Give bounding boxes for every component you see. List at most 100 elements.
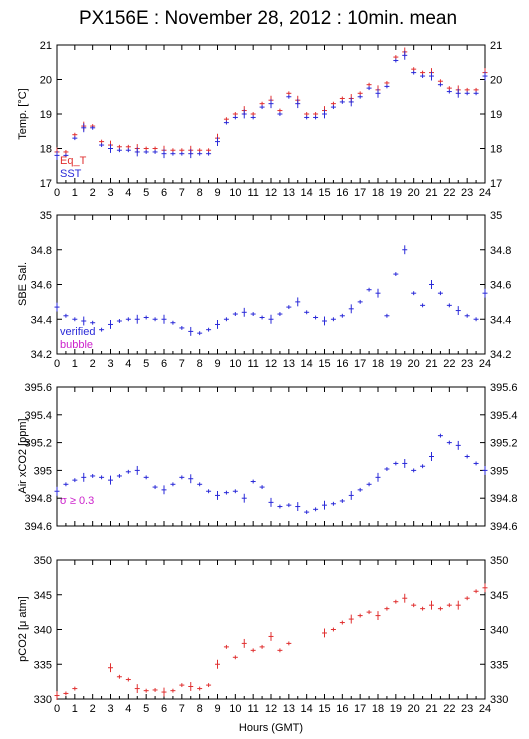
data-point bbox=[206, 151, 212, 156]
data-point bbox=[215, 137, 220, 147]
data-point bbox=[330, 101, 336, 106]
data-point bbox=[90, 320, 96, 325]
data-point bbox=[402, 245, 408, 255]
data-point bbox=[348, 614, 354, 624]
data-point bbox=[464, 596, 470, 601]
data-point bbox=[277, 312, 283, 316]
data-point bbox=[223, 117, 229, 122]
y-tick-label-left: 395.4 bbox=[24, 410, 52, 422]
x-tick-label: 18 bbox=[372, 358, 384, 370]
data-point bbox=[304, 310, 310, 315]
x-tick-label: 16 bbox=[336, 358, 348, 370]
data-point bbox=[197, 482, 203, 487]
data-point bbox=[437, 82, 443, 87]
data-point bbox=[348, 490, 354, 500]
x-tick-label: 22 bbox=[443, 703, 455, 715]
y-tick-label-right: 350 bbox=[490, 555, 508, 567]
data-point bbox=[464, 313, 470, 318]
data-point bbox=[322, 316, 327, 326]
data-point bbox=[179, 475, 185, 480]
x-tick-label: 1 bbox=[72, 358, 78, 370]
y-tick-label-right: 395.6 bbox=[490, 382, 518, 394]
data-point bbox=[161, 485, 167, 495]
x-tick-label: 6 bbox=[161, 703, 167, 715]
x-tick-label: 1 bbox=[72, 703, 78, 715]
data-point bbox=[473, 91, 479, 96]
data-point bbox=[72, 317, 78, 322]
data-point bbox=[446, 89, 452, 94]
x-tick-label: 12 bbox=[265, 187, 277, 199]
legend-verified: verified bbox=[60, 326, 95, 338]
data-point bbox=[437, 606, 443, 611]
data-point bbox=[268, 632, 274, 641]
data-point bbox=[81, 316, 87, 326]
data-point bbox=[143, 315, 149, 320]
data-point bbox=[143, 688, 149, 693]
x-tick-label: 7 bbox=[179, 187, 185, 199]
data-point bbox=[232, 655, 238, 660]
x-tick-label: 19 bbox=[390, 187, 402, 199]
data-point bbox=[259, 101, 265, 106]
data-point bbox=[81, 472, 87, 482]
data-point bbox=[170, 151, 176, 156]
data-point bbox=[206, 683, 212, 688]
y-tick-label-right: 340 bbox=[490, 625, 508, 637]
data-point bbox=[277, 648, 283, 653]
x-tick-label: 11 bbox=[247, 703, 258, 715]
data-point bbox=[250, 312, 256, 316]
data-point bbox=[197, 148, 203, 153]
x-tick-label: 19 bbox=[390, 703, 402, 715]
data-point bbox=[304, 510, 310, 515]
data-point bbox=[322, 500, 327, 510]
data-point bbox=[108, 144, 113, 153]
data-point bbox=[339, 313, 345, 318]
data-point bbox=[170, 482, 176, 487]
x-tick-label: 16 bbox=[336, 187, 348, 199]
y-tick-label-right: 35 bbox=[490, 210, 502, 222]
data-point bbox=[393, 58, 399, 63]
data-point bbox=[348, 97, 354, 107]
data-point bbox=[464, 87, 470, 92]
data-point bbox=[116, 474, 122, 478]
data-point bbox=[393, 55, 399, 60]
data-point bbox=[411, 468, 417, 473]
data-point bbox=[366, 482, 372, 487]
data-point bbox=[54, 302, 60, 312]
x-tick-label: 24 bbox=[479, 187, 491, 199]
data-point bbox=[99, 139, 105, 144]
x-tick-label: 24 bbox=[479, 358, 491, 370]
y-tick-label-left: 394.6 bbox=[24, 521, 52, 533]
data-point bbox=[420, 606, 426, 611]
data-point bbox=[482, 71, 488, 81]
data-point bbox=[72, 686, 78, 691]
data-point bbox=[313, 507, 319, 512]
x-tick-label: 18 bbox=[372, 703, 384, 715]
data-point bbox=[179, 683, 185, 688]
data-point bbox=[125, 144, 131, 149]
data-point bbox=[63, 482, 69, 487]
data-point bbox=[206, 148, 212, 153]
data-point bbox=[99, 475, 105, 480]
data-point bbox=[215, 659, 220, 669]
pco2-ylabel: pCO2 [μ atm] bbox=[17, 596, 29, 662]
data-point bbox=[482, 288, 488, 298]
data-point bbox=[286, 641, 292, 646]
data-point bbox=[54, 486, 60, 496]
data-point bbox=[446, 440, 452, 445]
data-point bbox=[384, 313, 390, 318]
y-tick-label-right: 21 bbox=[490, 40, 502, 52]
x-tick-label: 10 bbox=[229, 187, 241, 199]
y-tick-label-right: 34.6 bbox=[490, 280, 511, 292]
y-tick-label-right: 18 bbox=[490, 144, 502, 156]
data-point bbox=[464, 454, 470, 459]
x-tick-label: 20 bbox=[408, 187, 420, 199]
data-point bbox=[446, 86, 452, 91]
data-point bbox=[125, 677, 131, 682]
x-tick-label: 3 bbox=[107, 703, 113, 715]
data-point bbox=[473, 317, 479, 322]
x-tick-label: 3 bbox=[107, 187, 113, 199]
y-tick-label-right: 330 bbox=[490, 694, 508, 706]
data-point bbox=[339, 96, 345, 101]
